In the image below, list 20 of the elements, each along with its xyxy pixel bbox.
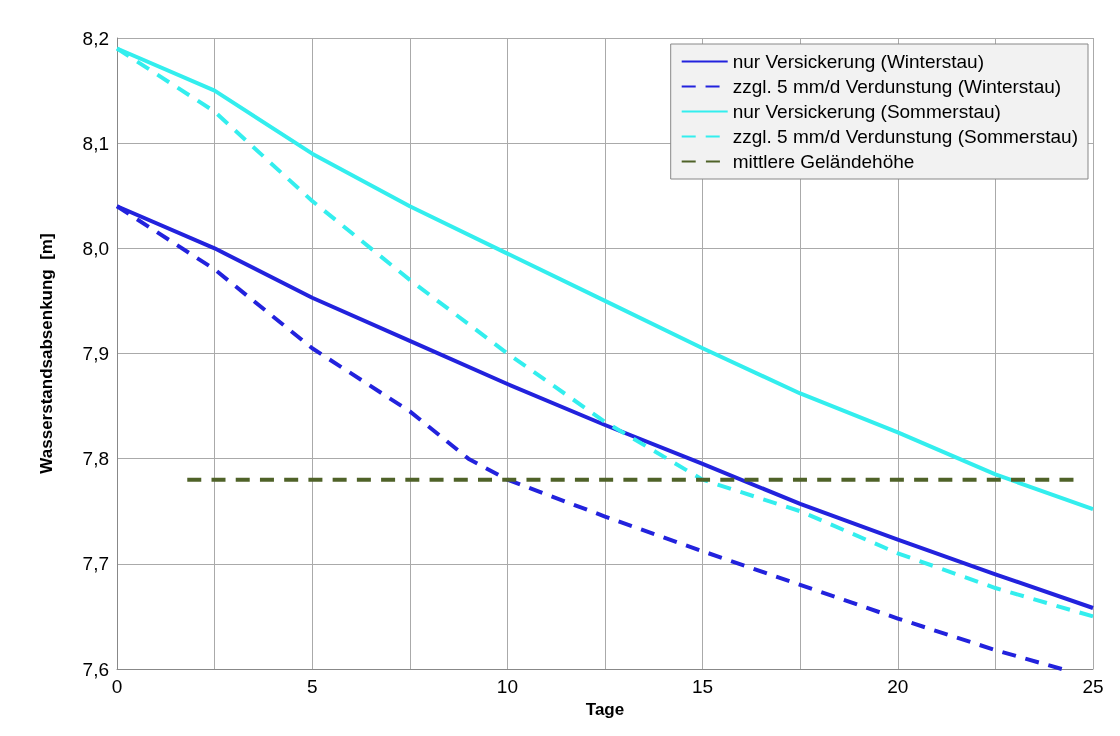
legend-label: nur Versickerung (Sommerstau) <box>732 101 1001 122</box>
x-tick-label: 25 <box>1082 676 1104 697</box>
y-tick-label: 8,1 <box>82 132 109 154</box>
y-tick-label: 7,6 <box>82 658 109 680</box>
legend-label: nur Versickerung (Winterstau) <box>732 51 985 72</box>
legend-label: zzgl. 5 mm/d Verdunstung (Winterstau) <box>732 76 1062 97</box>
legend-label: zzgl. 5 mm/d Verdunstung (Sommerstau) <box>732 126 1079 147</box>
x-tick-label: 20 <box>887 676 909 697</box>
x-tick-label: 0 <box>111 676 123 697</box>
legend-label: mittlere Geländehöhe <box>732 151 915 172</box>
y-tick-label: 7,7 <box>82 553 109 575</box>
x-tick-label: 10 <box>496 676 518 697</box>
x-tick-label: 15 <box>692 676 714 697</box>
y-tick-label: 7,9 <box>82 343 109 364</box>
y-axis-title: Wasserstandsabsenkung [m] <box>37 233 56 474</box>
x-tick-label: 5 <box>306 676 318 697</box>
y-tick-label: 8,2 <box>82 27 109 49</box>
y-tick-label: 7,8 <box>82 448 109 470</box>
x-axis-title: Tage <box>585 699 625 719</box>
y-tick-label: 8,0 <box>82 237 109 259</box>
